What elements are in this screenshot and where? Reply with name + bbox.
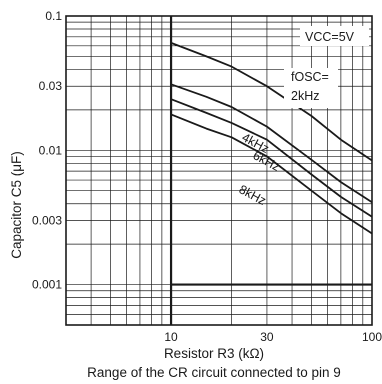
series-line-4khz [170, 83, 373, 204]
series-line-6khz [170, 98, 373, 218]
condition-label-box [300, 26, 369, 46]
y-axis-label: Capacitor C5 (μF) [9, 151, 24, 259]
grid [66, 16, 372, 325]
tick-labels: 10 30 100 0.001 0.003 0.01 0.03 0.1 [32, 9, 382, 344]
y-tick-label: 0.003 [32, 214, 62, 228]
series-line-2khz [170, 42, 373, 162]
y-tick-label: 0.03 [39, 79, 63, 93]
chart-caption: Range of the CR circuit connected to pin… [87, 365, 341, 380]
series-label-bg-2khz [284, 68, 338, 108]
series-label-2khz: 2kHz [291, 89, 319, 103]
series-lines [170, 42, 373, 235]
plot-frame [65, 15, 373, 326]
series-line-8khz [170, 113, 373, 235]
series-label-8khz: 8kHz [237, 182, 269, 208]
condition-label: VCC=5V [305, 30, 355, 44]
x-tick-label: 10 [164, 330, 178, 344]
series-label-6khz: 6kHz [251, 148, 283, 174]
y-tick-label: 0.01 [39, 143, 63, 157]
x-tick-label: 30 [260, 330, 274, 344]
y-tick-label: 0.1 [45, 9, 62, 23]
series-label-fosc: fOSC= [291, 70, 329, 84]
y-tick-label: 0.001 [32, 278, 62, 292]
x-axis-label: Resistor R3 (kΩ) [164, 346, 264, 361]
x-tick-label: 100 [362, 330, 382, 344]
